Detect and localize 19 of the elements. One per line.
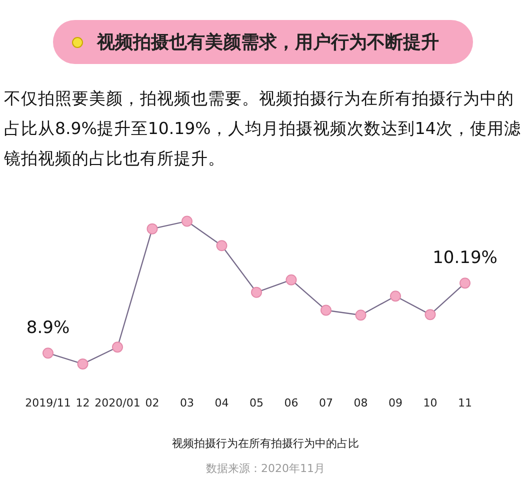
x-tick-label: 09 [388,396,402,410]
x-tick-label: 10 [423,396,438,410]
data-label: 8.9% [26,318,70,338]
x-tick-label: 04 [214,396,229,410]
x-tick-label: 02 [145,396,160,410]
chart-subtitle: 不仅拍照要美颜，拍视频也需要。视频拍摄行为在所有拍摄行为中的占比从8.9%提升至10.19%，人均月拍摄视频次数达到14次，使用滤镜拍视频的占比也有所提升。 [4,88,522,170]
source-note: 数据来源：2020年11月 [205,461,326,476]
x-tick-label: 06 [284,396,298,410]
x-tick-label: 08 [354,396,368,410]
data-label: 10.19% [432,248,498,268]
x-tick-label: 12 [76,396,90,410]
x-tick-label: 07 [319,396,333,410]
x-axis-title: 视频拍摄行为在所有拍摄行为中的占比 [171,436,360,451]
chart-title: 视频拍摄也有美颜需求，用户行为不断提升 [97,31,439,54]
x-tick-label: 2020/01 [94,396,140,410]
x-tick-label: 2019/11 [25,396,71,410]
x-tick-label: 11 [458,396,472,410]
x-tick-label: 03 [180,396,194,410]
x-tick-label: 05 [250,396,264,410]
